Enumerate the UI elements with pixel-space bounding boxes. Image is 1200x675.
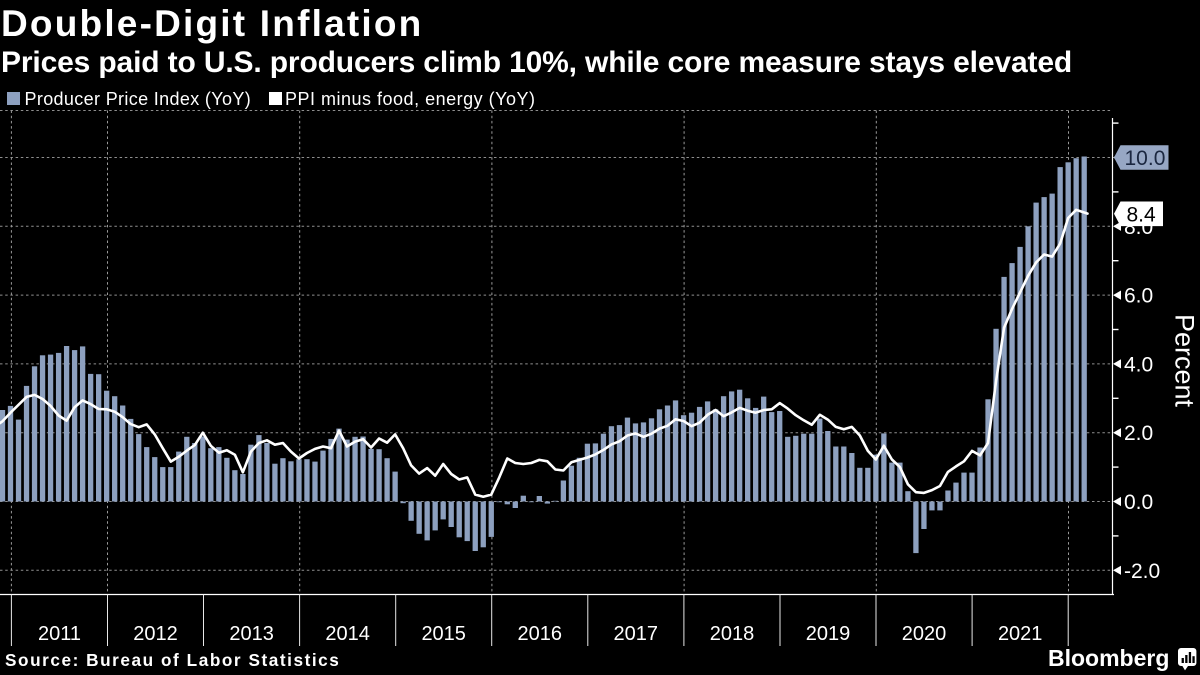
svg-text:2011: 2011 bbox=[38, 623, 81, 645]
svg-text:PPI minus food, energy (YoY): PPI minus food, energy (YoY) bbox=[285, 89, 535, 109]
svg-text:2014: 2014 bbox=[325, 623, 370, 645]
svg-text:2018: 2018 bbox=[710, 623, 755, 645]
svg-text:2.0: 2.0 bbox=[1124, 422, 1153, 445]
svg-text:10.0: 10.0 bbox=[1125, 147, 1166, 170]
svg-text:2020: 2020 bbox=[902, 623, 947, 645]
svg-text:8.4: 8.4 bbox=[1127, 203, 1157, 226]
svg-text:0.0: 0.0 bbox=[1124, 491, 1153, 514]
svg-text:2015: 2015 bbox=[421, 623, 466, 645]
svg-text:6.0: 6.0 bbox=[1124, 285, 1153, 308]
svg-text:Bloomberg: Bloomberg bbox=[1048, 645, 1169, 671]
svg-text:-2.0: -2.0 bbox=[1124, 560, 1160, 583]
svg-text:2021: 2021 bbox=[998, 623, 1043, 645]
svg-text:Double-Digit Inflation: Double-Digit Inflation bbox=[1, 3, 423, 44]
svg-text:2013: 2013 bbox=[229, 623, 274, 645]
svg-text:2019: 2019 bbox=[806, 623, 851, 645]
svg-text:2017: 2017 bbox=[614, 623, 659, 645]
svg-text:Source: Bureau of Labor Statis: Source: Bureau of Labor Statistics bbox=[5, 650, 340, 670]
svg-text:Prices paid to U.S. producers: Prices paid to U.S. producers climb 10%,… bbox=[1, 46, 1072, 79]
svg-text:4.0: 4.0 bbox=[1124, 353, 1153, 376]
svg-text:2016: 2016 bbox=[518, 623, 563, 645]
svg-text:Producer Price Index (YoY): Producer Price Index (YoY) bbox=[25, 89, 252, 109]
svg-text:2012: 2012 bbox=[133, 623, 178, 645]
svg-text:Percent: Percent bbox=[1170, 314, 1200, 408]
